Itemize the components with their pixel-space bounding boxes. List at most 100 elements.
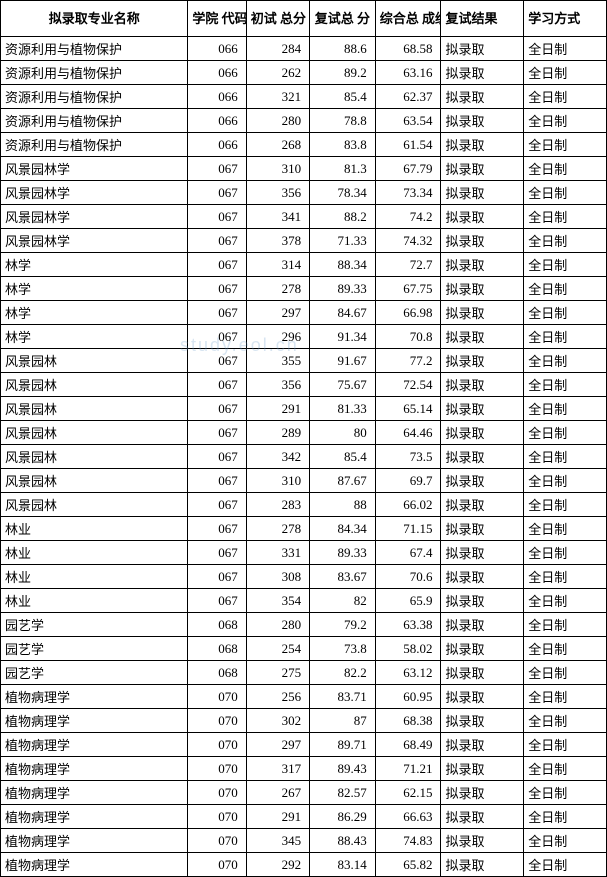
cell-zonghe: 60.95	[375, 685, 441, 709]
cell-mode: 全日制	[524, 277, 607, 301]
cell-chushi: 317	[246, 757, 309, 781]
cell-major: 资源利用与植物保护	[1, 133, 188, 157]
cell-zonghe: 66.02	[375, 493, 441, 517]
cell-major: 植物病理学	[1, 829, 188, 853]
cell-mode: 全日制	[524, 373, 607, 397]
cell-code: 067	[188, 253, 246, 277]
cell-mode: 全日制	[524, 853, 607, 877]
cell-zonghe: 72.7	[375, 253, 441, 277]
cell-fushi: 88.43	[310, 829, 376, 853]
table-row: 园艺学06828079.263.38拟录取全日制	[1, 613, 607, 637]
cell-fushi: 84.34	[310, 517, 376, 541]
table-row: 林业06727884.3471.15拟录取全日制	[1, 517, 607, 541]
cell-fushi: 88.34	[310, 253, 376, 277]
cell-code: 067	[188, 349, 246, 373]
cell-chushi: 268	[246, 133, 309, 157]
table-row: 植物病理学07025683.7160.95拟录取全日制	[1, 685, 607, 709]
cell-result: 拟录取	[441, 349, 524, 373]
cell-code: 070	[188, 829, 246, 853]
cell-major: 风景园林	[1, 445, 188, 469]
cell-result: 拟录取	[441, 493, 524, 517]
cell-zonghe: 66.98	[375, 301, 441, 325]
cell-fushi: 88.2	[310, 205, 376, 229]
cell-fushi: 71.33	[310, 229, 376, 253]
table-row: 风景园林学06731081.367.79拟录取全日制	[1, 157, 607, 181]
cell-zonghe: 70.8	[375, 325, 441, 349]
cell-code: 068	[188, 661, 246, 685]
cell-major: 植物病理学	[1, 781, 188, 805]
cell-zonghe: 67.4	[375, 541, 441, 565]
cell-fushi: 79.2	[310, 613, 376, 637]
cell-result: 拟录取	[441, 565, 524, 589]
cell-code: 068	[188, 637, 246, 661]
cell-mode: 全日制	[524, 661, 607, 685]
cell-code: 067	[188, 181, 246, 205]
table-body: 资源利用与植物保护06628488.668.58拟录取全日制资源利用与植物保护0…	[1, 37, 607, 877]
cell-code: 066	[188, 133, 246, 157]
cell-code: 070	[188, 685, 246, 709]
cell-major: 植物病理学	[1, 853, 188, 877]
cell-fushi: 91.34	[310, 325, 376, 349]
cell-chushi: 267	[246, 781, 309, 805]
cell-zonghe: 62.37	[375, 85, 441, 109]
cell-zonghe: 63.38	[375, 613, 441, 637]
cell-zonghe: 63.16	[375, 61, 441, 85]
cell-fushi: 83.71	[310, 685, 376, 709]
cell-zonghe: 72.54	[375, 373, 441, 397]
cell-fushi: 80	[310, 421, 376, 445]
table-row: 林学06727889.3367.75拟录取全日制	[1, 277, 607, 301]
table-row: 风景园林06735591.6777.2拟录取全日制	[1, 349, 607, 373]
cell-result: 拟录取	[441, 373, 524, 397]
cell-chushi: 280	[246, 613, 309, 637]
cell-chushi: 354	[246, 589, 309, 613]
cell-mode: 全日制	[524, 253, 607, 277]
table-row: 植物病理学07031789.4371.21拟录取全日制	[1, 757, 607, 781]
cell-result: 拟录取	[441, 445, 524, 469]
cell-major: 风景园林	[1, 397, 188, 421]
cell-mode: 全日制	[524, 493, 607, 517]
cell-major: 林业	[1, 541, 188, 565]
cell-fushi: 83.8	[310, 133, 376, 157]
cell-code: 067	[188, 421, 246, 445]
cell-fushi: 82	[310, 589, 376, 613]
cell-code: 067	[188, 541, 246, 565]
cell-result: 拟录取	[441, 181, 524, 205]
cell-mode: 全日制	[524, 157, 607, 181]
table-row: 林业06733189.3367.4拟录取全日制	[1, 541, 607, 565]
table-row: 风景园林06735675.6772.54拟录取全日制	[1, 373, 607, 397]
cell-major: 植物病理学	[1, 709, 188, 733]
cell-code: 067	[188, 373, 246, 397]
cell-chushi: 256	[246, 685, 309, 709]
cell-chushi: 341	[246, 205, 309, 229]
cell-major: 风景园林学	[1, 157, 188, 181]
cell-result: 拟录取	[441, 37, 524, 61]
cell-result: 拟录取	[441, 205, 524, 229]
cell-zonghe: 58.02	[375, 637, 441, 661]
header-result: 复试结果	[441, 1, 524, 37]
cell-major: 资源利用与植物保护	[1, 109, 188, 133]
table-row: 风景园林学06734188.274.2拟录取全日制	[1, 205, 607, 229]
cell-result: 拟录取	[441, 853, 524, 877]
cell-mode: 全日制	[524, 421, 607, 445]
cell-major: 风景园林	[1, 469, 188, 493]
cell-major: 林业	[1, 517, 188, 541]
cell-mode: 全日制	[524, 301, 607, 325]
cell-result: 拟录取	[441, 397, 524, 421]
cell-mode: 全日制	[524, 829, 607, 853]
cell-fushi: 89.2	[310, 61, 376, 85]
cell-code: 070	[188, 853, 246, 877]
header-major: 拟录取专业名称	[1, 1, 188, 37]
table-row: 风景园林06731087.6769.7拟录取全日制	[1, 469, 607, 493]
table-header-row: 拟录取专业名称 学院 代码 初试 总分 复试总 分 综合总 成绩 复试结果 学习…	[1, 1, 607, 37]
cell-zonghe: 74.83	[375, 829, 441, 853]
cell-chushi: 342	[246, 445, 309, 469]
cell-mode: 全日制	[524, 709, 607, 733]
cell-chushi: 291	[246, 397, 309, 421]
cell-code: 067	[188, 517, 246, 541]
cell-major: 风景园林学	[1, 181, 188, 205]
table-row: 植物病理学07026782.5762.15拟录取全日制	[1, 781, 607, 805]
cell-major: 植物病理学	[1, 805, 188, 829]
cell-chushi: 314	[246, 253, 309, 277]
cell-chushi: 283	[246, 493, 309, 517]
table-row: 植物病理学07029283.1465.82拟录取全日制	[1, 853, 607, 877]
